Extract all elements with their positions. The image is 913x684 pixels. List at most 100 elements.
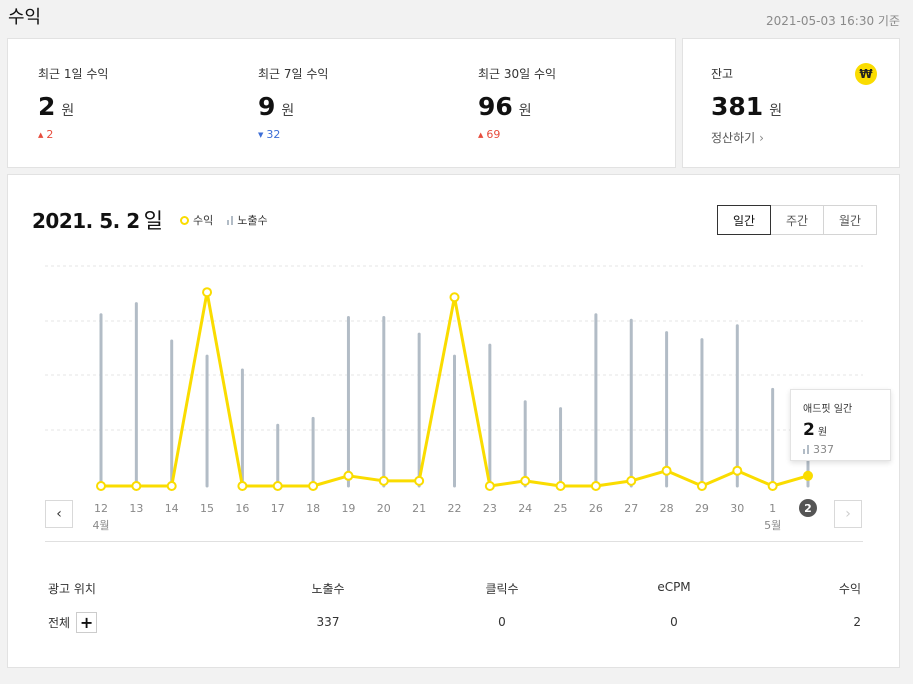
revenue-point bbox=[202, 287, 213, 298]
revenue-point bbox=[696, 481, 707, 491]
revenue-point bbox=[166, 481, 177, 491]
stat-change: ▲ 69 bbox=[478, 128, 501, 141]
tab-daily[interactable]: 일간 bbox=[717, 205, 771, 235]
revenue-point bbox=[661, 465, 672, 476]
revenue-point bbox=[484, 481, 495, 491]
x-tick-label: 29 bbox=[695, 502, 709, 515]
balance-unit: 원 bbox=[769, 103, 783, 119]
x-tick-label: 17 bbox=[271, 502, 285, 515]
revenue-point bbox=[449, 292, 460, 303]
tab-weekly[interactable]: 주간 bbox=[770, 205, 824, 235]
x-tick-label: 1 bbox=[769, 502, 776, 515]
x-tick-label: 12 bbox=[94, 502, 108, 515]
revenue-point bbox=[96, 481, 106, 491]
cell-clicks: 0 bbox=[498, 615, 506, 629]
header-placement: 광고 위치 bbox=[48, 582, 96, 596]
stat-30day: 최근 30일 수익 96 원 ▲ 69 bbox=[478, 65, 556, 141]
revenue-point bbox=[131, 481, 142, 491]
stat-1day: 최근 1일 수익 2 원 ▲ 2 bbox=[38, 65, 108, 141]
timestamp: 2021-05-03 16:30 기준 bbox=[765, 14, 900, 28]
stat-change: ▼ 32 bbox=[258, 128, 281, 141]
won-icon: ₩ bbox=[855, 63, 877, 85]
x-tick-label: 22 bbox=[448, 502, 462, 515]
revenue-point bbox=[272, 481, 283, 491]
stat-unit: 원 bbox=[61, 103, 75, 119]
stat-change: ▲ 2 bbox=[38, 128, 54, 141]
chevron-left-icon: ‹ bbox=[56, 506, 62, 522]
revenue-point bbox=[626, 475, 637, 486]
stat-unit: 원 bbox=[518, 103, 532, 119]
chevron-right-icon: › bbox=[759, 130, 764, 145]
month-label: 5월 bbox=[764, 519, 781, 532]
cell-impressions: 337 bbox=[316, 615, 340, 629]
revenue-point bbox=[343, 470, 354, 481]
x-tick-label: 14 bbox=[165, 502, 179, 515]
x-tick-label: 25 bbox=[554, 502, 568, 515]
bar-icon bbox=[227, 215, 234, 225]
stat-label: 최근 7일 수익 bbox=[258, 67, 329, 81]
expand-plus-button[interactable]: + bbox=[76, 612, 98, 633]
revenue-point bbox=[520, 475, 531, 486]
revenue-summary-card: 최근 1일 수익 2 원 ▲ 2 최근 7일 수익 9 원 ▼ 32 최근 30… bbox=[7, 38, 676, 168]
x-tick-label: 23 bbox=[483, 502, 497, 515]
x-tick-label: 13 bbox=[129, 502, 143, 515]
stat-7day: 최근 7일 수익 9 원 ▼ 32 bbox=[258, 65, 328, 141]
revenue-chart: 12 13 14 15 16 17 18 19 20 21 22 23 24 25 26 27 28 29 30 1 2… bbox=[45, 265, 863, 532]
chart-next-button[interactable]: › bbox=[834, 500, 862, 528]
stat-value: 9 bbox=[258, 92, 276, 121]
circle-icon bbox=[180, 215, 189, 225]
balance-value: 381 bbox=[711, 92, 764, 121]
up-triangle-icon: ▲ bbox=[38, 130, 44, 139]
revenue-point bbox=[555, 481, 566, 491]
row-label: 전체 bbox=[48, 616, 71, 630]
month-label: 4월 bbox=[92, 519, 109, 532]
chart-card: 2021. 5. 2 일 수익 노출수 일간 주간 월간 12 13 14 15 16 1… bbox=[7, 174, 900, 668]
stat-label: 최근 1일 수익 bbox=[38, 67, 109, 81]
chart-legend: 수익 노출수 bbox=[180, 212, 268, 228]
revenue-point bbox=[590, 481, 601, 491]
revenue-point bbox=[767, 481, 778, 491]
header-impressions: 노출수 bbox=[311, 582, 345, 596]
revenue-point bbox=[803, 470, 813, 481]
x-tick-label: 19 bbox=[341, 502, 355, 515]
x-tick-label: 15 bbox=[200, 502, 214, 515]
period-tabs: 일간 주간 월간 bbox=[717, 205, 877, 235]
tooltip-impressions: 337 bbox=[803, 443, 878, 456]
chart-date: 2021. 5. 2 일 bbox=[32, 209, 163, 233]
header-ecpm: eCPM bbox=[657, 580, 691, 594]
up-triangle-icon: ▲ bbox=[478, 130, 484, 139]
tab-monthly[interactable]: 월간 bbox=[823, 205, 877, 235]
stat-value: 96 bbox=[478, 92, 513, 121]
stat-label: 최근 30일 수익 bbox=[478, 67, 557, 81]
selected-day-marker bbox=[799, 499, 817, 517]
x-tick-label: 27 bbox=[624, 502, 638, 515]
cell-ecpm: 0 bbox=[670, 615, 678, 629]
balance-card: 잔고 381 원 정산하기 › ₩ bbox=[682, 38, 900, 168]
settle-link[interactable]: 정산하기 › bbox=[711, 130, 764, 146]
revenue-point bbox=[414, 475, 425, 486]
stat-unit: 원 bbox=[281, 103, 295, 119]
revenue-point bbox=[378, 475, 389, 486]
revenue-point bbox=[237, 481, 248, 491]
x-tick-label: 16 bbox=[235, 502, 249, 515]
chart-prev-button[interactable]: ‹ bbox=[45, 500, 73, 528]
down-triangle-icon: ▼ bbox=[258, 130, 264, 139]
x-tick-label: 20 bbox=[377, 502, 391, 515]
chevron-right-icon: › bbox=[845, 506, 851, 522]
stat-value: 2 bbox=[38, 92, 56, 121]
header-revenue: 수익 bbox=[838, 582, 861, 596]
legend-revenue: 수익 bbox=[180, 212, 213, 228]
page-title: 수익 bbox=[8, 7, 42, 28]
bar-icon bbox=[803, 445, 809, 454]
x-tick-label: 21 bbox=[412, 502, 426, 515]
x-tick-label: 28 bbox=[660, 502, 674, 515]
legend-impressions: 노출수 bbox=[227, 212, 268, 228]
revenue-point bbox=[308, 481, 319, 491]
tooltip-title: 애드핏 일간 bbox=[803, 404, 853, 415]
cell-revenue: 2 bbox=[853, 615, 861, 629]
balance-label: 잔고 bbox=[711, 67, 734, 81]
x-tick-label: 26 bbox=[589, 502, 603, 515]
chart-tooltip: 애드핏 일간 2 원 337 bbox=[790, 389, 891, 461]
revenue-point bbox=[732, 465, 743, 476]
x-tick-label: 2 bbox=[804, 502, 812, 515]
